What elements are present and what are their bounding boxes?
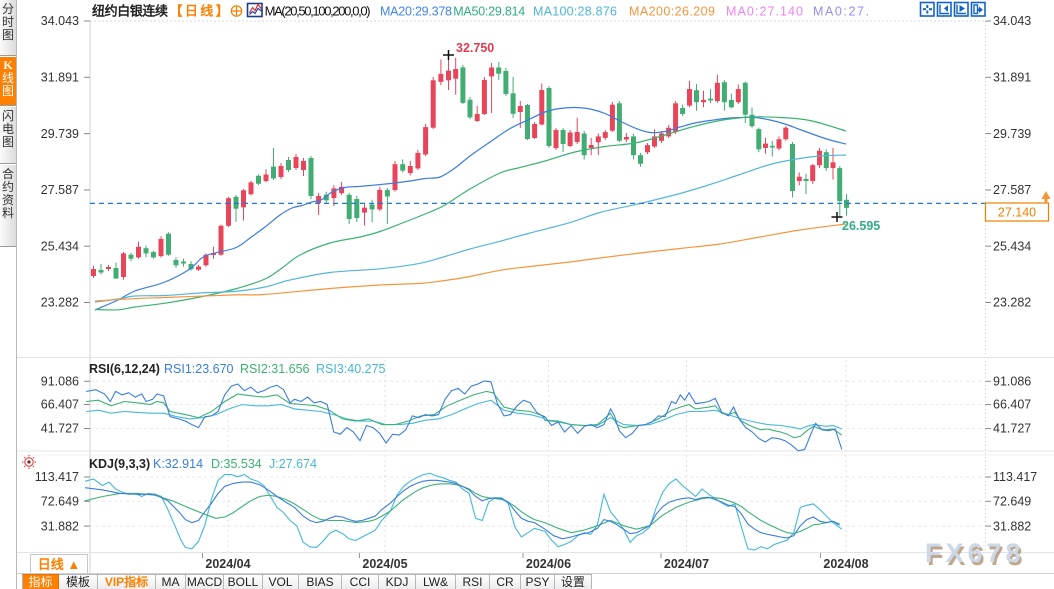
svg-text:27.587: 27.587	[41, 183, 79, 197]
svg-text:D:35.534: D:35.534	[211, 457, 262, 471]
svg-text:23.282: 23.282	[993, 296, 1031, 310]
svg-text:MA20:29.378: MA20:29.378	[380, 5, 452, 19]
svg-text:【日线】: 【日线】	[170, 4, 229, 19]
svg-text:2024/05: 2024/05	[362, 557, 407, 571]
svg-text:26.595: 26.595	[842, 219, 880, 233]
svg-text:J:27.674: J:27.674	[269, 457, 317, 471]
svg-text:纽约白银连续: 纽约白银连续	[92, 4, 168, 19]
svg-text:RSI1:23.670: RSI1:23.670	[164, 362, 234, 376]
svg-text:25.434: 25.434	[993, 239, 1031, 253]
svg-text:31.891: 31.891	[993, 71, 1031, 85]
svg-text:32.750: 32.750	[456, 41, 494, 55]
svg-text:66.407: 66.407	[41, 398, 79, 412]
svg-text:41.727: 41.727	[993, 422, 1031, 436]
svg-text:66.407: 66.407	[993, 398, 1031, 412]
svg-text:RSI(6,12,24): RSI(6,12,24)	[89, 362, 160, 376]
svg-text:MA(20,50,100,200,0,0): MA(20,50,100,200,0,0)	[265, 4, 371, 19]
svg-text:K:32.914: K:32.914	[153, 457, 203, 471]
svg-text:113.417: 113.417	[993, 470, 1037, 484]
svg-text:2024/07: 2024/07	[664, 557, 709, 571]
svg-text:RSI3:40.275: RSI3:40.275	[316, 362, 386, 376]
svg-text:29.739: 29.739	[41, 127, 79, 141]
svg-text:72.649: 72.649	[41, 495, 79, 509]
svg-text:KDJ(9,3,3): KDJ(9,3,3)	[89, 457, 150, 471]
svg-text:25.434: 25.434	[41, 239, 79, 253]
svg-text:113.417: 113.417	[35, 470, 79, 484]
svg-text:2024/08: 2024/08	[823, 557, 868, 571]
svg-text:MA0:27.: MA0:27.	[813, 5, 869, 19]
svg-text:27.140: 27.140	[998, 206, 1036, 220]
svg-text:72.649: 72.649	[993, 495, 1031, 509]
svg-text:27.587: 27.587	[993, 183, 1031, 197]
svg-text:31.882: 31.882	[41, 519, 79, 533]
svg-text:29.739: 29.739	[993, 127, 1031, 141]
svg-text:34.043: 34.043	[993, 14, 1031, 28]
svg-text:91.086: 91.086	[41, 375, 79, 389]
svg-text:MA0:27.140: MA0:27.140	[726, 5, 803, 19]
svg-text:MA100:28.876: MA100:28.876	[533, 5, 617, 19]
svg-text:2024/06: 2024/06	[526, 557, 571, 571]
svg-text:RSI2:31.656: RSI2:31.656	[240, 362, 310, 376]
svg-text:31.882: 31.882	[993, 519, 1031, 533]
svg-text:34.043: 34.043	[41, 14, 79, 28]
svg-text:91.086: 91.086	[993, 375, 1031, 389]
svg-text:2024/04: 2024/04	[205, 557, 250, 571]
svg-text:MA50:29.814: MA50:29.814	[453, 5, 525, 19]
svg-text:MA200:26.209: MA200:26.209	[629, 5, 715, 19]
svg-text:41.727: 41.727	[41, 422, 79, 436]
svg-text:23.282: 23.282	[41, 296, 79, 310]
svg-text:31.891: 31.891	[41, 71, 79, 85]
